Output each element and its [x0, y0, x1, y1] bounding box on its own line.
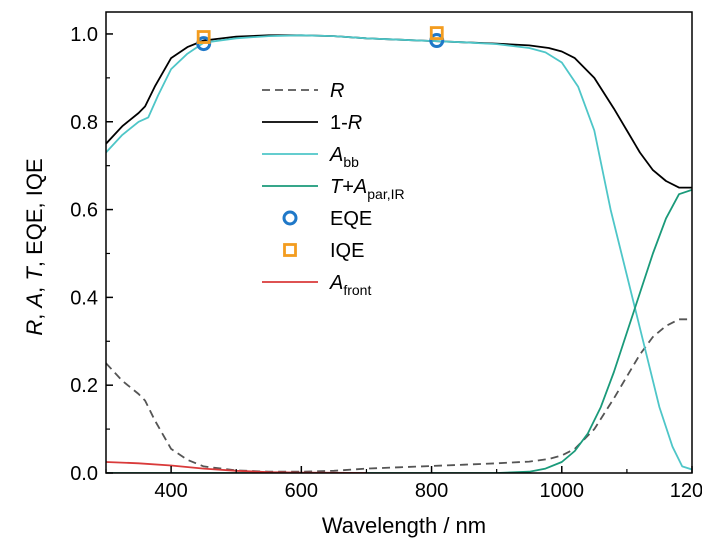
- legend-item-A_front: Afront: [262, 272, 371, 298]
- series-line-R: [106, 318, 692, 473]
- x-tick-label: 600: [285, 480, 318, 502]
- y-tick-label: 0.4: [70, 287, 98, 309]
- series-line-one_minus_R: [106, 34, 692, 189]
- point-IQE: [429, 26, 444, 40]
- x-axis-title: Wavelength / nm: [322, 513, 486, 538]
- text-part: 1-: [330, 112, 348, 134]
- text-part: R: [348, 112, 362, 134]
- legend-item-IQE: IQE: [283, 240, 364, 262]
- text-part: T: [330, 176, 344, 198]
- text-part: +: [342, 176, 354, 198]
- text-part: ,: [22, 281, 47, 293]
- legend-label: Abb: [329, 144, 359, 170]
- legend-item-A_bb: Abb: [262, 144, 359, 170]
- text-part: bb: [343, 154, 359, 170]
- point-IQE: [196, 30, 211, 44]
- legend-item-T_plus_A_par_IR: T+Apar,IR: [262, 176, 405, 202]
- text-part: , EQE, IQE: [22, 158, 47, 267]
- legend-swatch: [283, 243, 297, 257]
- x-tick-label: 800: [415, 480, 448, 502]
- y-tick-label: 1.0: [70, 24, 98, 46]
- y-tick-label: 0.6: [70, 200, 98, 222]
- legend-label: 1-R: [330, 112, 362, 134]
- text-part: IQE: [330, 240, 364, 262]
- text-part: A: [329, 144, 343, 166]
- legend-label: T+Apar,IR: [330, 176, 405, 202]
- legend-item-one_minus_R: 1-R: [262, 112, 362, 134]
- legend-label: EQE: [330, 208, 372, 230]
- x-tick-label: 400: [154, 480, 187, 502]
- series-line-T_plus_A_par_IR: [106, 188, 692, 473]
- text-part: R: [22, 320, 47, 336]
- text-part: A: [329, 272, 343, 294]
- y-tick-label: 0.0: [70, 463, 98, 485]
- legend-label: IQE: [330, 240, 364, 262]
- legend-label: Afront: [329, 272, 371, 298]
- text-part: A: [353, 176, 367, 198]
- text-part: R: [330, 80, 344, 102]
- legend-item-R: R: [262, 80, 344, 102]
- y-tick-label: 0.2: [70, 375, 98, 397]
- plot-frame: [105, 11, 693, 474]
- text-part: A: [22, 293, 47, 310]
- x-tick-label: 1000: [540, 480, 585, 502]
- series-layer: [106, 26, 692, 473]
- legend-label: R: [330, 80, 344, 102]
- text-part: front: [343, 282, 371, 298]
- text-part: EQE: [330, 208, 372, 230]
- y-tick-label: 0.8: [70, 112, 98, 134]
- point-EQE: [429, 33, 445, 49]
- text-part: par,IR: [367, 186, 404, 202]
- text-part: T: [22, 266, 47, 281]
- y-axis-title: R, A, T, EQE, IQE: [22, 158, 47, 335]
- series-line-A_bb: [106, 34, 692, 471]
- legend-item-EQE: EQE: [282, 208, 372, 230]
- text-part: ,: [22, 308, 47, 320]
- legend-swatch: [282, 210, 298, 226]
